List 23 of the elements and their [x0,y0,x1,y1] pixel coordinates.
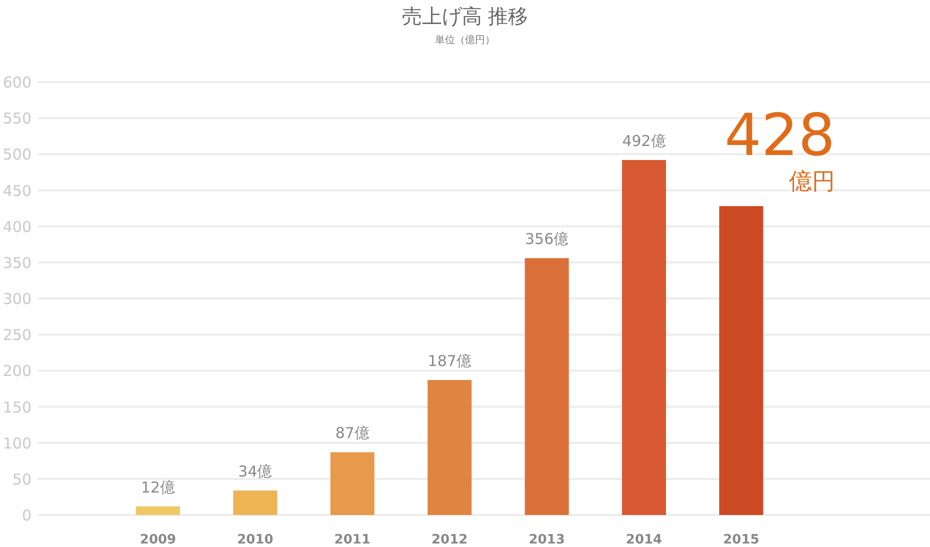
data-label: 12億 [140,478,176,496]
data-label: 87億 [335,424,370,442]
data-label: 428億円 [724,101,836,196]
x-tick-label: 2012 [432,532,468,547]
x-tick-label: 2011 [334,532,370,547]
bar [330,452,374,515]
x-tick-label: 2009 [140,532,176,547]
data-label: 187億 [428,352,472,370]
bar [233,490,278,515]
x-tick-label: 2013 [528,532,565,547]
bar [719,206,764,515]
x-tick-label: 2015 [723,532,760,547]
x-tick-label: 2010 [237,532,274,547]
data-label: 34億 [238,462,272,480]
data-label: 356億 [524,230,569,248]
x-tick-label: 2014 [626,532,662,547]
bar [428,380,472,515]
bar [136,506,180,515]
data-label: 492億 [622,132,666,150]
bar [524,258,569,515]
bar [622,160,666,515]
chart-subtitle: 単位（億円） [435,34,495,46]
chart-title: 売上げ高 推移 [402,4,528,28]
